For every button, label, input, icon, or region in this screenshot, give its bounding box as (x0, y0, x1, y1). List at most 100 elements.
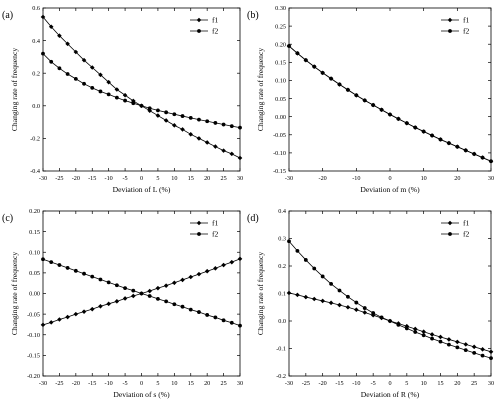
x-tick-label: 10 (171, 175, 177, 182)
x-tick-label: 15 (437, 380, 443, 387)
data-point-f2 (156, 296, 160, 301)
chart-panel: -30 -20 -10 0 10 20 30 -0.15 -0.10 -0.05 0.00 0.05 0… (247, 5, 494, 194)
data-point-f2 (430, 336, 434, 341)
x-tick-label: 15 (188, 380, 194, 387)
legend-label-f2: f2 (463, 230, 470, 239)
x-tick-label: 10 (171, 380, 177, 387)
legend-marker-f1 (447, 220, 453, 226)
data-point-f2 (65, 72, 70, 76)
data-point-f1 (446, 337, 452, 342)
y-axis-label: Changing rate of frequency (256, 48, 265, 131)
data-point-f1 (196, 271, 202, 277)
legend-marker-f2 (448, 232, 452, 236)
data-point-f2 (388, 112, 392, 117)
data-point-f2 (98, 89, 103, 94)
x-tick-label: -30 (285, 380, 293, 387)
y-tick-label: 0.10 (275, 78, 286, 85)
chart-panel: -30 -25 -20 -15 -10 -5 0 5 10 15 20 25 30 -0.20 -0.15 -… (2, 208, 243, 399)
series-line-f2 (288, 240, 492, 359)
x-tick-label: -15 (88, 175, 96, 182)
data-point-f2 (463, 348, 468, 353)
x-tick-label: 0 (140, 175, 143, 182)
data-point-f1 (57, 317, 62, 322)
data-point-f1 (172, 280, 177, 286)
x-tick-label: 20 (454, 380, 460, 387)
data-point-f1 (311, 296, 317, 302)
data-point-f1 (172, 123, 177, 128)
data-point-f1 (328, 300, 334, 306)
data-point-f1 (114, 87, 120, 92)
data-point-f1 (106, 301, 111, 307)
data-point-f2 (413, 330, 418, 334)
data-point-f2 (455, 345, 460, 350)
data-point-f2 (57, 66, 62, 71)
y-tick-label: 0.20 (275, 41, 286, 48)
y-tick-label: 0.3 (278, 236, 286, 243)
legend-marker-f2 (197, 29, 201, 33)
data-point-f1 (73, 311, 79, 317)
data-point-f1 (455, 339, 460, 345)
data-point-f1 (237, 256, 243, 262)
data-point-f2 (221, 318, 226, 323)
y-tick-label: 0.0 (278, 318, 286, 325)
data-point-f2 (180, 114, 185, 118)
x-tick-label: -25 (55, 380, 63, 387)
x-tick-label: -5 (371, 380, 376, 387)
x-tick-label: 20 (454, 175, 460, 182)
data-point-f2 (388, 319, 392, 323)
data-point-f1 (320, 298, 325, 304)
data-point-f1 (57, 33, 62, 39)
data-point-f1 (155, 285, 161, 291)
y-tick-label: 0.15 (275, 60, 286, 67)
data-point-f2 (82, 81, 86, 86)
data-point-f2 (139, 103, 144, 108)
y-axis-label: Changing rate of frequency (10, 252, 19, 335)
data-point-f2 (147, 294, 152, 298)
data-point-f1 (463, 342, 469, 347)
data-point-f2 (114, 95, 119, 100)
data-point-f2 (320, 274, 325, 279)
data-point-f1 (89, 65, 95, 70)
data-point-f2 (180, 304, 185, 309)
data-point-f2 (90, 85, 95, 90)
data-point-f1 (48, 320, 54, 325)
y-tick-label: -0.05 (273, 132, 286, 139)
y-tick-label: 0.20 (29, 208, 40, 215)
data-point-f1 (65, 314, 70, 320)
chart-panel: -30 -25 -20 -15 -10 -5 0 5 10 15 20 25 30 -0.4 -0.2 0.0… (2, 5, 243, 194)
series-line-f2 (288, 45, 492, 162)
data-point-f2 (404, 326, 409, 331)
data-point-f2 (65, 266, 70, 270)
data-point-f1 (421, 329, 426, 335)
data-point-f1 (180, 127, 185, 132)
x-tick-label: -10 (352, 380, 360, 387)
y-tick-label: 0.2 (278, 263, 286, 270)
data-point-f2 (413, 125, 418, 130)
data-point-f2 (472, 152, 477, 156)
data-point-f2 (197, 310, 201, 314)
x-tick-label: -10 (105, 380, 113, 387)
y-tick-label: 0.2 (32, 70, 40, 77)
legend-marker-f1 (196, 220, 202, 226)
x-tick-label: 20 (204, 175, 210, 182)
legend-marker-f2 (197, 232, 201, 236)
data-point-f2 (287, 239, 291, 244)
data-point-f1 (337, 302, 342, 308)
y-tick-label: -0.2 (276, 373, 286, 380)
data-point-f2 (480, 353, 485, 358)
data-point-f2 (172, 302, 177, 307)
data-point-f2 (188, 115, 193, 120)
y-tick-label: 0.4 (278, 208, 286, 215)
data-point-f2 (489, 159, 493, 164)
data-point-f2 (404, 121, 409, 126)
data-point-f2 (147, 106, 152, 111)
data-point-f1 (98, 72, 103, 78)
data-point-f2 (205, 119, 210, 124)
data-point-f2 (362, 306, 367, 310)
y-tick-label: -0.15 (27, 353, 40, 360)
x-tick-label: -20 (319, 380, 327, 387)
data-point-f2 (396, 322, 401, 327)
y-tick-label: 0.00 (29, 291, 40, 298)
data-point-f2 (346, 87, 350, 92)
data-point-f2 (106, 92, 111, 97)
